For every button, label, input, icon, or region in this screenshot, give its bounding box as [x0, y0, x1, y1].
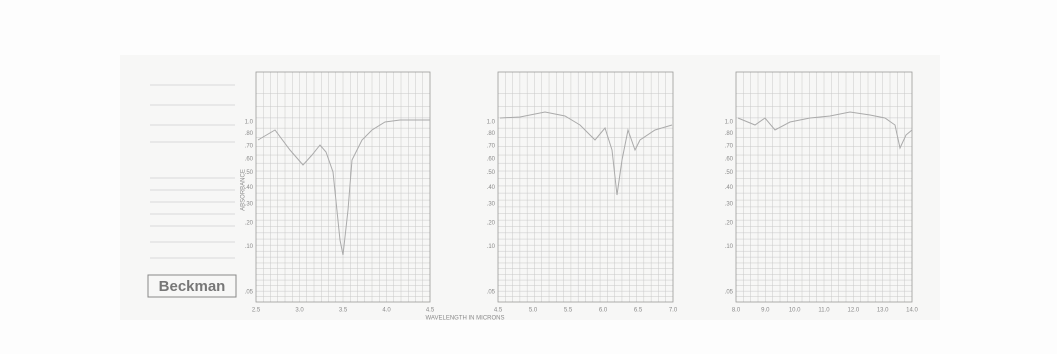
y-tick-label: .30 [487, 202, 496, 208]
y-tick-label: .50 [487, 170, 496, 176]
x-tick-label: 13.0 [877, 308, 889, 314]
x-tick-label: 3.5 [339, 308, 348, 314]
y-tick-label: .10 [245, 244, 254, 250]
y-tick-label: .50 [725, 170, 734, 176]
y-tick-label: .50 [245, 170, 254, 176]
x-tick-label: 4.5 [426, 308, 435, 314]
y-tick-label: .05 [487, 290, 496, 296]
y-tick-label: .30 [245, 202, 254, 208]
y-tick-label: .70 [487, 143, 496, 149]
x-tick-label: 6.0 [599, 308, 608, 314]
x-tick-label: 14.0 [906, 308, 918, 314]
scan: Beckman ABSORBANCE WAVELENGTH IN MICRONS… [0, 0, 1057, 354]
x-tick-label: 12.0 [847, 308, 859, 314]
y-tick-label: .05 [245, 290, 254, 296]
y-tick-label: .10 [725, 244, 734, 250]
x-tick-label: 9.0 [761, 308, 770, 314]
y-tick-label: .05 [725, 290, 734, 296]
y-tick-label: 1.0 [725, 120, 734, 126]
y-tick-label: .20 [245, 221, 254, 227]
y-tick-label: .60 [725, 156, 734, 162]
y-tick-label: 1.0 [245, 120, 254, 126]
x-tick-label: 5.0 [529, 308, 538, 314]
x-tick-label: 2.5 [252, 308, 261, 314]
x-tick-label: 4.0 [382, 308, 391, 314]
y-tick-label: .80 [487, 131, 496, 137]
x-tick-label: 8.0 [732, 308, 741, 314]
y-tick-label: .30 [725, 202, 734, 208]
x-axis-title: WAVELENGTH IN MICRONS [425, 316, 504, 322]
y-tick-label: .80 [245, 131, 254, 137]
y-tick-label: .20 [487, 221, 496, 227]
y-tick-label: .10 [487, 244, 496, 250]
x-tick-label: 7.0 [669, 308, 678, 314]
brand: Beckman [159, 278, 226, 295]
y-tick-label: .20 [725, 221, 734, 227]
x-tick-label: 11.0 [818, 308, 830, 314]
y-tick-label: 1.0 [487, 120, 496, 126]
x-tick-label: 4.5 [494, 308, 503, 314]
y-tick-label: .80 [725, 131, 734, 137]
y-tick-label: .70 [725, 143, 734, 149]
y-tick-label: .40 [725, 185, 734, 191]
y-tick-label: .40 [245, 185, 254, 191]
y-tick-label: .60 [245, 156, 254, 162]
y-tick-label: .40 [487, 185, 496, 191]
x-tick-label: 3.0 [295, 308, 304, 314]
x-tick-label: 5.5 [564, 308, 573, 314]
x-tick-label: 10.0 [789, 308, 801, 314]
x-tick-label: 6.5 [634, 308, 643, 314]
y-tick-label: .70 [245, 143, 254, 149]
y-tick-label: .60 [487, 156, 496, 162]
